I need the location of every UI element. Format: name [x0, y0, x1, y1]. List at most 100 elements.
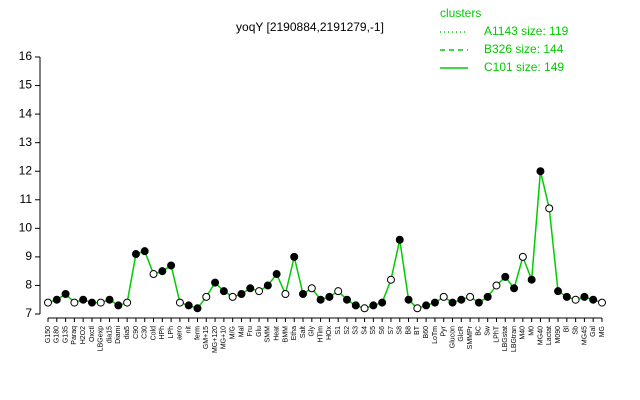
plot-area [40, 57, 610, 314]
data-point [518, 252, 527, 261]
data-point [439, 292, 448, 301]
data-point [52, 295, 61, 304]
x-tick-label: M090 [555, 326, 562, 344]
y-tick-label: 9 [25, 249, 32, 263]
data-point [131, 250, 140, 259]
x-tick-label: H2O2 [80, 326, 87, 344]
x-tick-label: LoTm [432, 326, 439, 344]
data-point [158, 267, 167, 276]
legend-label: B326 size: 144 [484, 42, 564, 56]
data-point [228, 292, 237, 301]
data-point [430, 298, 439, 307]
data-point [237, 290, 246, 299]
x-tick-label: aero [177, 326, 184, 340]
x-tick-label: dia5 [124, 326, 131, 339]
data-point [448, 298, 457, 307]
y-tick-label: 10 [19, 221, 33, 235]
data-point [360, 304, 369, 313]
x-tick-label: Pyr [441, 325, 448, 336]
data-point [70, 298, 79, 307]
data-point [501, 272, 510, 281]
data-point [246, 284, 255, 293]
x-tick-label: LPh [168, 326, 175, 339]
data-point [175, 298, 184, 307]
data-point [316, 295, 325, 304]
data-point [536, 167, 545, 176]
x-tick-label: Heat [273, 326, 280, 341]
x-tick-label: Cold [150, 326, 157, 341]
data-point [87, 298, 96, 307]
data-point [114, 301, 123, 310]
x-tick-label: Paraq [71, 326, 78, 345]
data-point [571, 295, 580, 304]
x-tick-label: M/G [230, 326, 237, 339]
x-tick-label: S3 [353, 326, 360, 335]
x-tick-label: Lactat [546, 326, 553, 345]
x-tick-label: Etha [291, 326, 298, 341]
legend-label: C101 size: 149 [484, 60, 564, 74]
data-point [492, 281, 501, 290]
data-point [123, 298, 132, 307]
x-tick-label: S5 [370, 326, 377, 335]
data-point [598, 298, 606, 307]
data-point [457, 295, 466, 304]
data-point [554, 287, 563, 296]
series-line [47, 171, 603, 310]
y-tick-label: 7 [25, 306, 32, 320]
data-point [272, 270, 281, 279]
x-tick-label: GM+15 [203, 326, 210, 349]
x-tick-label: LBGtran [511, 326, 518, 352]
x-tick-label: Bl [564, 326, 571, 333]
data-point [562, 292, 571, 301]
data-point [378, 298, 387, 307]
x-tick-label: BC [476, 326, 483, 336]
data-point [193, 304, 202, 313]
x-tick-label: C30 [142, 326, 149, 339]
y-tick-label: 14 [19, 106, 33, 120]
x-tick-label: G180 [54, 326, 61, 343]
data-point [325, 292, 334, 301]
x-tick-label: B60 [423, 326, 430, 339]
data-point [61, 290, 70, 299]
data-point [466, 292, 475, 301]
x-tick-label: G135 [62, 326, 69, 343]
data-point [149, 270, 158, 279]
x-tick-label: BT [414, 325, 421, 335]
x-tick-label: Mal [238, 326, 245, 338]
x-tick-label: S8 [397, 326, 404, 335]
data-point [342, 295, 351, 304]
legend-title: clusters [440, 6, 481, 20]
x-tick-label: Fru [247, 326, 254, 337]
x-tick-label: BMM [282, 326, 289, 343]
data-point [589, 295, 598, 304]
data-point [474, 298, 483, 307]
x-tick-label: nit [186, 326, 193, 333]
data-point [483, 292, 492, 301]
data-point [422, 301, 431, 310]
data-point [404, 295, 413, 304]
y-tick-label: 11 [20, 192, 33, 206]
x-tick-label: S7 [388, 326, 395, 335]
x-tick-label: LPhT [493, 325, 500, 342]
data-point [413, 304, 422, 313]
data-point [96, 298, 105, 307]
data-point [395, 235, 404, 244]
data-point [351, 301, 360, 310]
data-point [386, 275, 395, 284]
data-point [290, 252, 299, 261]
y-tick-label: 15 [19, 78, 33, 92]
data-point [299, 290, 308, 299]
y-tick-label: 8 [25, 278, 32, 292]
x-tick-label: Sw [485, 325, 492, 336]
x-tick-label: B8 [405, 326, 412, 335]
x-tick-label: HPh [159, 326, 166, 340]
x-tick-label: MG [599, 326, 606, 337]
data-point [184, 301, 193, 310]
data-point [202, 292, 211, 301]
y-tick-label: 16 [19, 49, 33, 63]
chart-title: yoqY [2190884,2191279,-1] [236, 20, 384, 34]
x-tick-label: LBGstat [502, 326, 509, 351]
x-tick-label: S2 [344, 326, 351, 335]
x-tick-label: SMMPr [467, 325, 474, 349]
